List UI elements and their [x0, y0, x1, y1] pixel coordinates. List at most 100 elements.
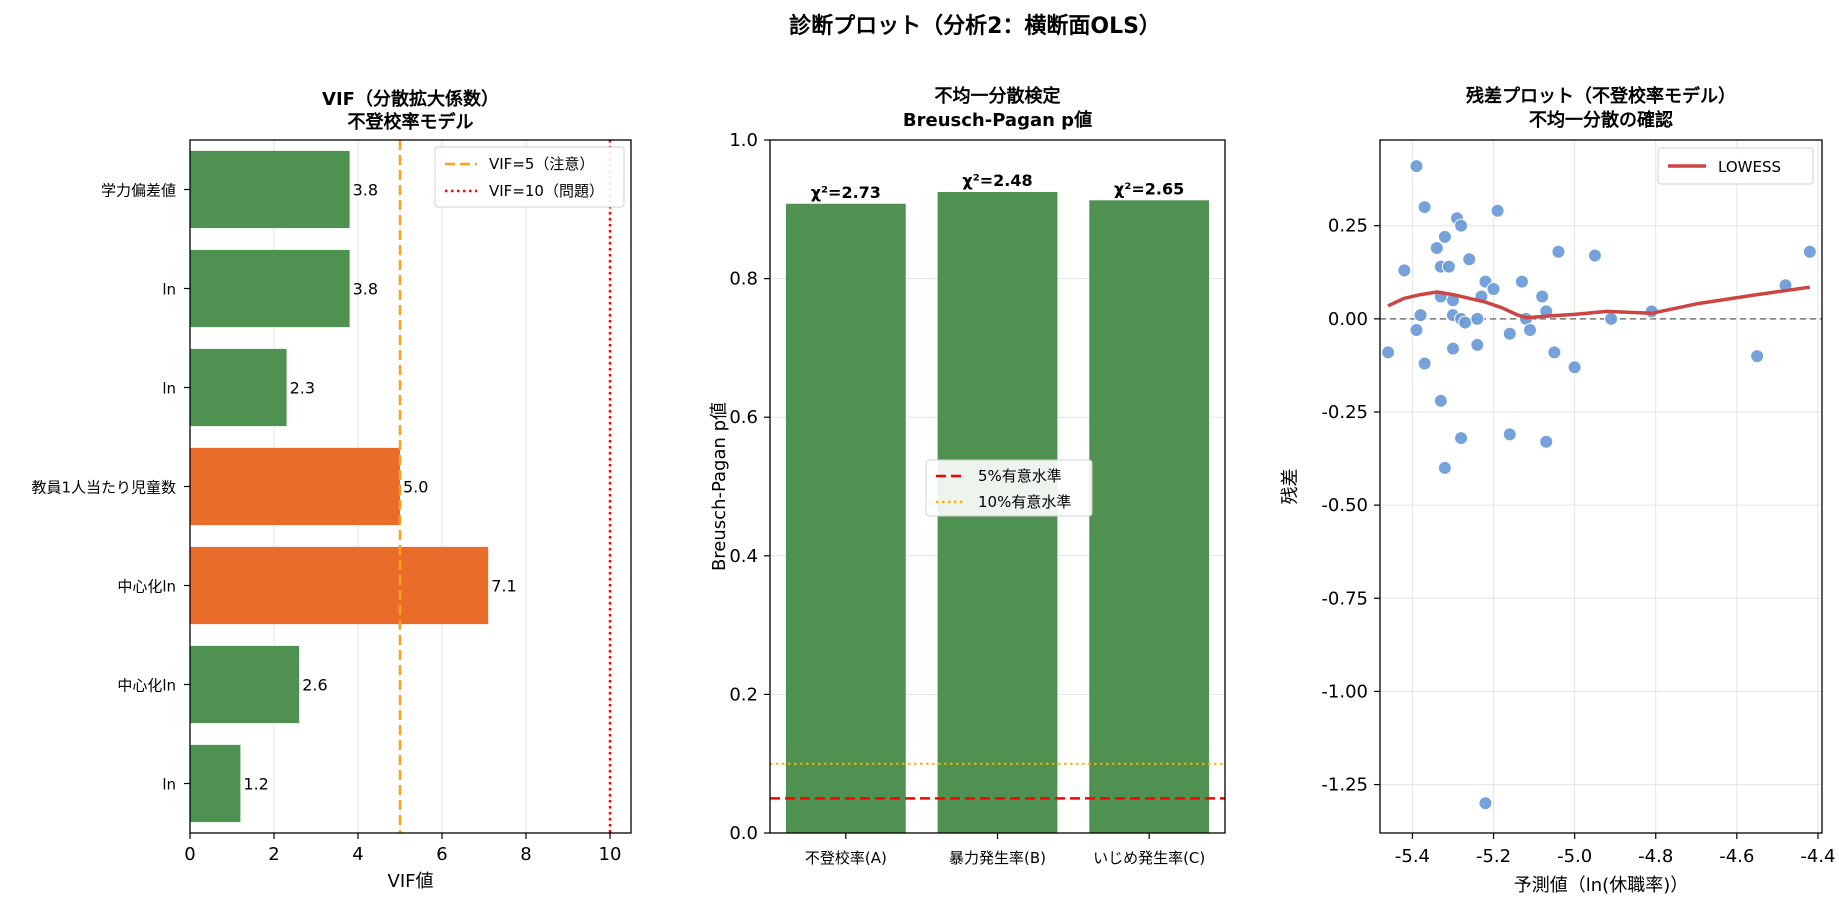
bp-ytick-label: 0.6 [729, 407, 758, 428]
res-point [1409, 159, 1424, 174]
res-point [1437, 460, 1452, 475]
res-xlabel: 予測値（ln(休職率)） [1514, 875, 1688, 896]
res-point [1417, 200, 1432, 215]
vif-bar-value: 5.0 [403, 478, 428, 497]
vif-category-label: 中心化ln [117, 677, 176, 695]
vif-xtick-label: 0 [184, 844, 195, 865]
res-point [1502, 326, 1517, 341]
res-ylabel: 残差 [1280, 469, 1301, 505]
res-point [1458, 315, 1473, 330]
res-point [1551, 244, 1566, 259]
vif-bar-value: 1.2 [243, 775, 268, 794]
res-xtick-label: -5.0 [1557, 846, 1592, 867]
res-point [1441, 259, 1456, 274]
vif-bar [190, 348, 287, 427]
vif-bar-value: 3.8 [353, 280, 378, 299]
res-point [1587, 248, 1602, 263]
res-point [1417, 356, 1432, 371]
res-point [1454, 431, 1469, 446]
vif-bar [190, 249, 350, 328]
res-point [1490, 203, 1505, 218]
res-title-line: 不均一分散の確認 [1529, 109, 1673, 131]
res-xtick-label: -4.4 [1800, 846, 1835, 867]
vif-legend-label: VIF=10（問題） [489, 182, 604, 200]
res-ytick-label: -0.25 [1321, 402, 1368, 423]
vif-bar-value: 2.3 [290, 379, 315, 398]
res-point [1381, 345, 1396, 360]
vif-bar [190, 546, 489, 625]
figure-suptitle: 診断プロット（分析2：横断面OLS） [789, 13, 1161, 39]
vif-title-line: VIF（分散拡大係数） [322, 88, 499, 110]
res-point [1397, 263, 1412, 278]
bp-ytick-label: 0.2 [729, 684, 758, 705]
bp-bar-label: χ²=2.65 [1114, 179, 1184, 198]
res-ytick-label: -0.50 [1321, 495, 1368, 516]
res-ytick-label: -0.75 [1321, 588, 1368, 609]
res-point [1470, 337, 1485, 352]
res-point [1462, 252, 1477, 267]
vif-xtick-label: 2 [268, 844, 279, 865]
res-point [1502, 427, 1517, 442]
residual-panel: 残差プロット（不登校率モデル）不均一分散の確認 -5.4 -5.2 -5.0 -4.8 -… [1280, 85, 1836, 896]
res-point [1478, 796, 1493, 811]
res-ytick-label: -1.00 [1321, 681, 1368, 702]
res-point [1409, 323, 1424, 338]
res-point [1437, 229, 1452, 244]
res-legend-label: LOWESS [1718, 158, 1781, 176]
bp-legend-label: 5%有意水準 [978, 467, 1062, 485]
res-title-line: 残差プロット（不登校率モデル） [1466, 85, 1736, 107]
bp-bar-label: χ²=2.73 [811, 183, 881, 202]
vif-legend-label: VIF=5（注意） [489, 155, 594, 173]
vif-category-label: ln [162, 776, 176, 794]
res-lowess-line [1387, 285, 1811, 320]
vif-category-label: 中心化ln [117, 578, 176, 596]
res-point [1535, 289, 1550, 304]
vif-bar [190, 744, 241, 823]
bp-axes-frame [769, 139, 1226, 834]
res-point [1523, 323, 1538, 338]
res-point [1604, 311, 1619, 326]
res-xtick-label: -4.6 [1719, 846, 1754, 867]
vif-xtick-label: 10 [599, 844, 622, 865]
res-point [1802, 244, 1817, 259]
bp-bar-label: χ²=2.48 [962, 171, 1032, 190]
res-point [1486, 282, 1501, 297]
bp-ytick-label: 0.0 [729, 823, 758, 844]
res-point [1547, 345, 1562, 360]
vif-title-line: 不登校率モデル [348, 111, 474, 133]
vif-axes-frame [189, 139, 632, 834]
vif-legend-box [434, 146, 625, 208]
bp-title-line: 不均一分散検定 [935, 85, 1061, 107]
res-ytick-label: 0.00 [1328, 309, 1368, 330]
vif-xtick-label: 8 [520, 844, 531, 865]
bp-bar [1089, 200, 1210, 833]
bp-category-label: 暴力発生率(B) [949, 849, 1046, 867]
vif-xtick-label: 6 [436, 844, 447, 865]
vif-xtick-label: 4 [352, 844, 363, 865]
vif-panel: VIF（分散拡大係数）不登校率モデル 3.8 学力偏差値 3.8 ln 2.3 ln 5.0 教… [31, 88, 632, 892]
res-axes-frame [1379, 139, 1823, 834]
bp-ylabel: Breusch-Pagan p値 [709, 402, 730, 571]
bp-category-label: いじめ発生率(C) [1093, 849, 1205, 867]
vif-bar [190, 645, 300, 724]
vif-category-label: 教員1人当たり児童数 [31, 479, 176, 497]
vif-bar-value: 2.6 [302, 676, 327, 695]
vif-category-label: 学力偏差値 [101, 182, 176, 200]
res-point [1429, 241, 1444, 256]
bp-title-line: Breusch-Pagan p値 [903, 109, 1092, 131]
bp-ytick-label: 0.8 [729, 269, 758, 290]
res-xtick-label: -5.4 [1395, 846, 1430, 867]
bp-legend-box [925, 459, 1093, 517]
bp-ytick-label: 1.0 [729, 130, 758, 151]
vif-bar [190, 150, 350, 229]
res-point [1454, 218, 1469, 233]
bp-bar [785, 203, 906, 834]
res-ytick-label: 0.25 [1328, 216, 1368, 237]
res-point [1470, 311, 1485, 326]
res-legend-box [1657, 147, 1814, 185]
res-point [1433, 393, 1448, 408]
res-ytick-label: -1.25 [1321, 775, 1368, 796]
res-point [1567, 360, 1582, 375]
res-xtick-label: -5.2 [1476, 846, 1511, 867]
